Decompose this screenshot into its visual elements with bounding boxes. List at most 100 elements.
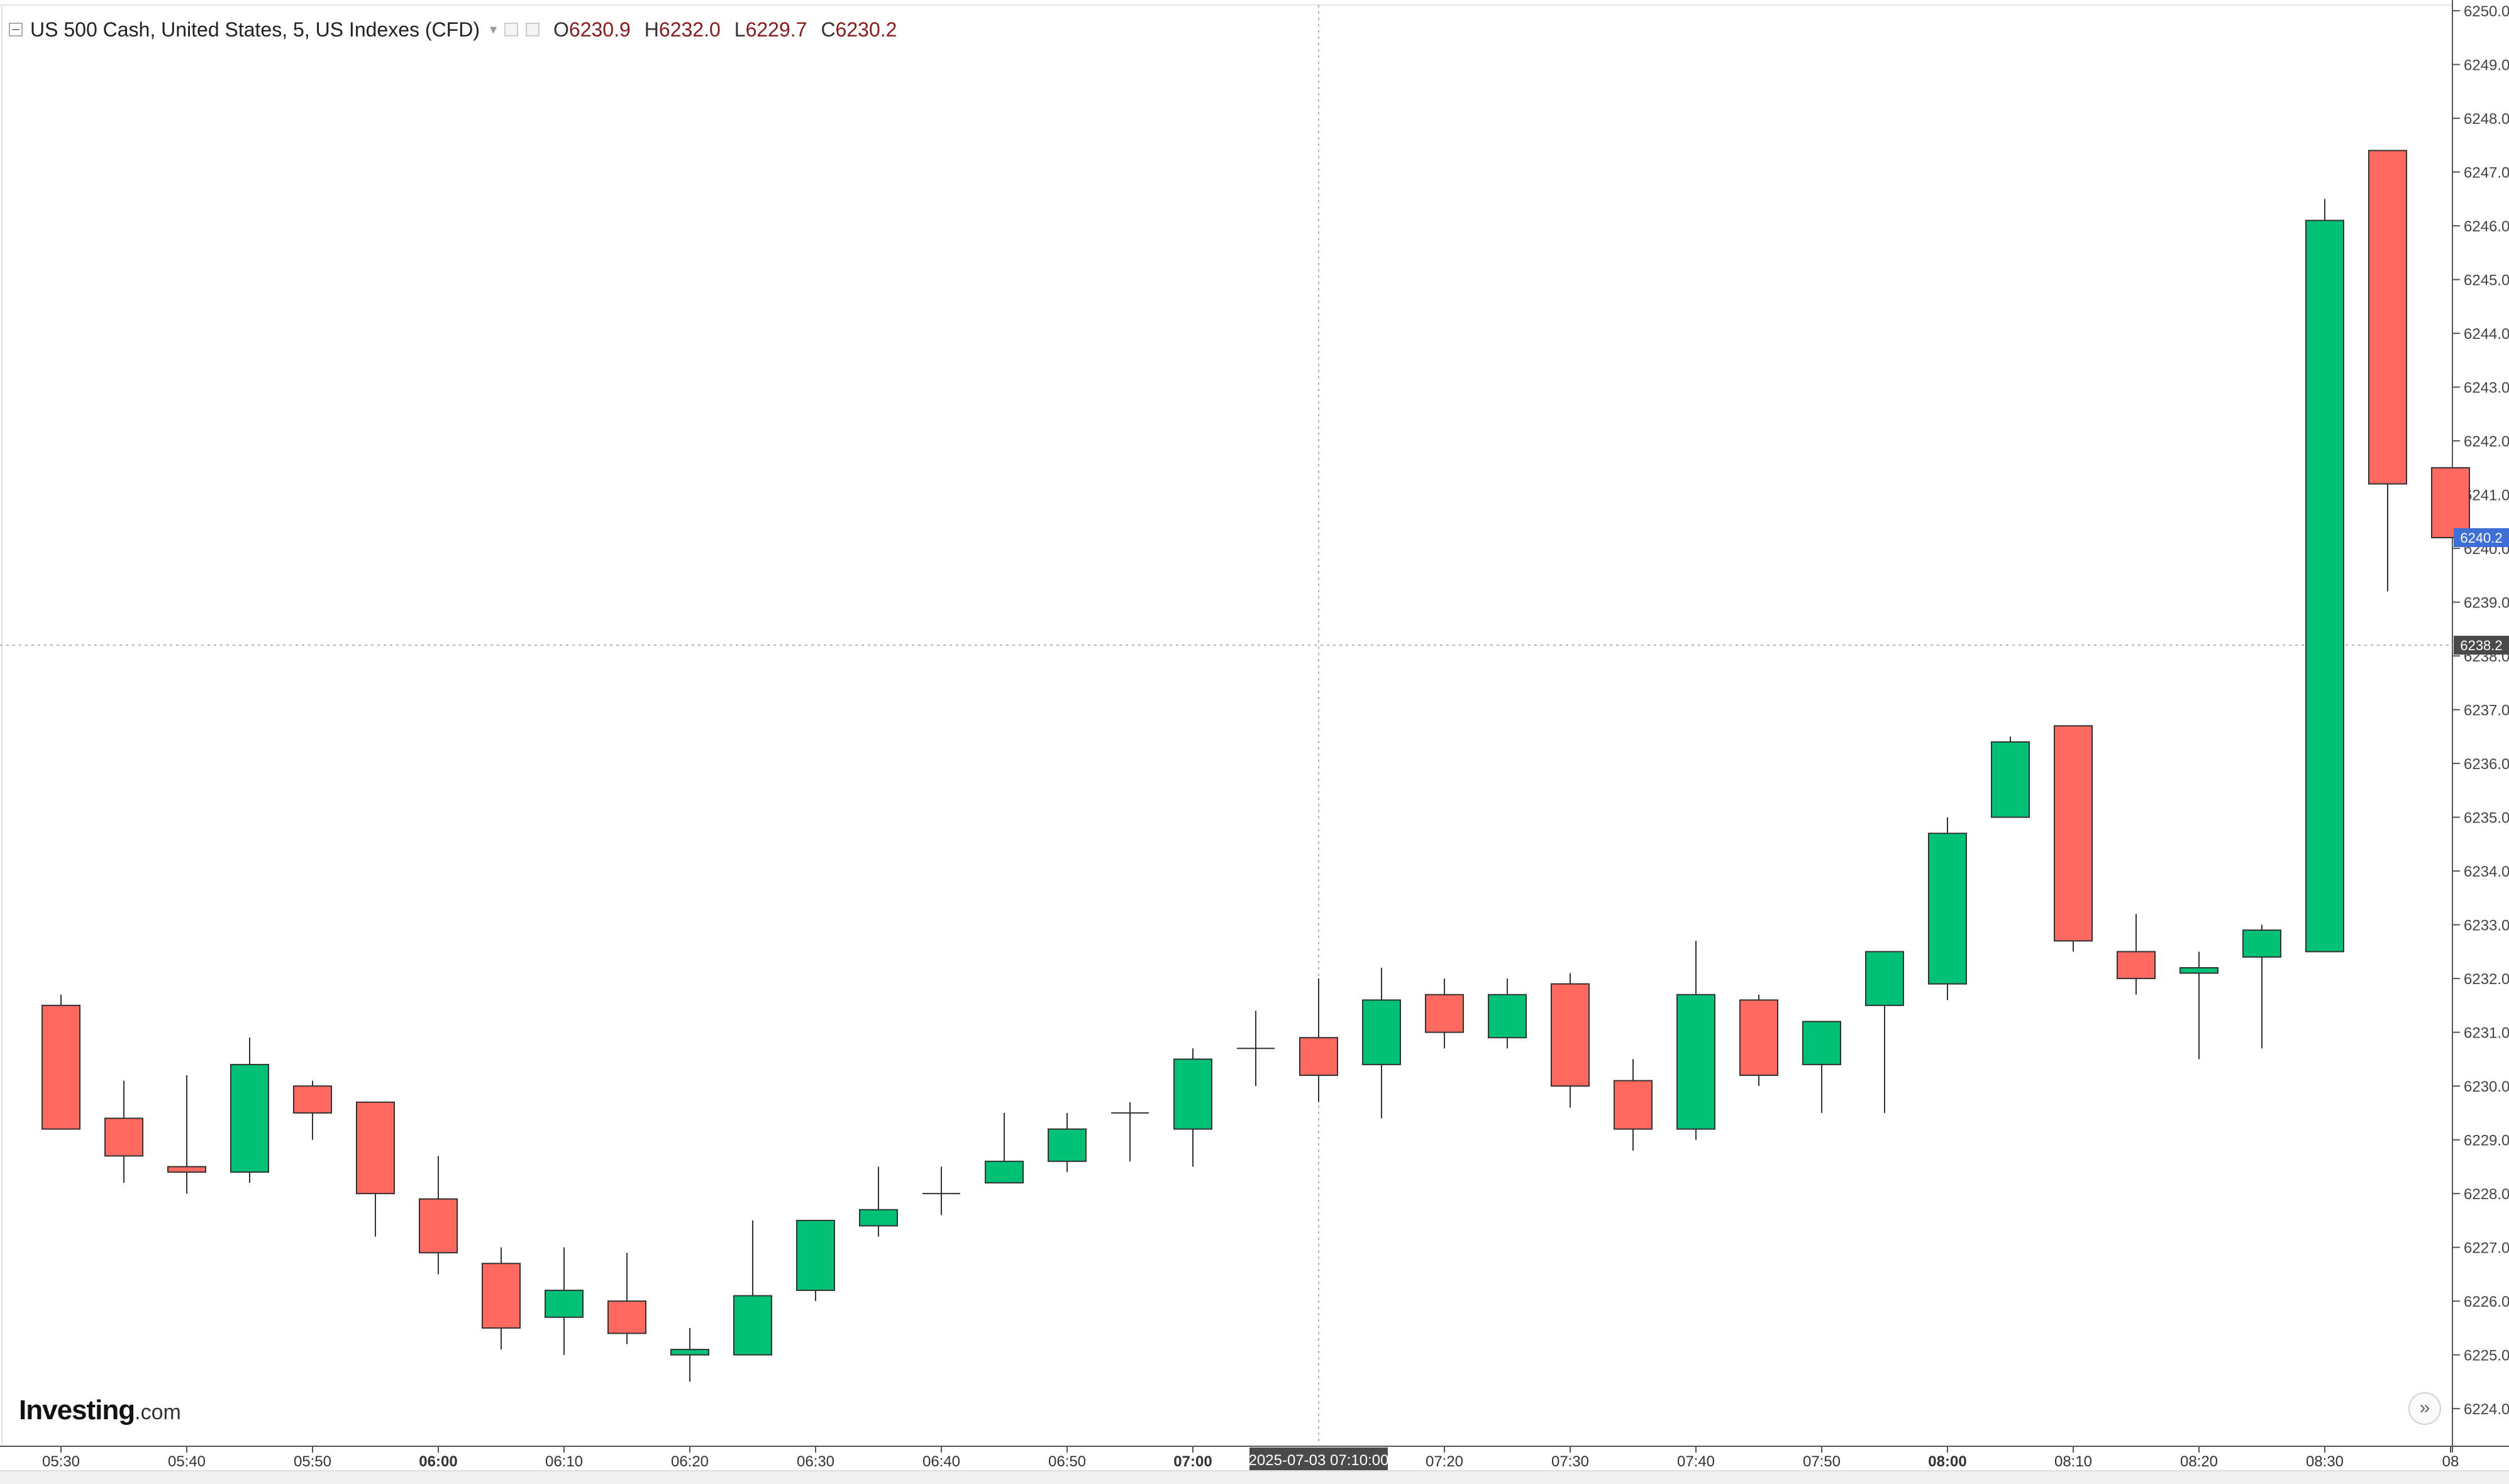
price-tick-label: 6237.0 [2464, 702, 2509, 719]
candle[interactable] [733, 1220, 772, 1356]
candle[interactable] [1551, 973, 1590, 1108]
price-tick-label: 6235.0 [2464, 810, 2509, 827]
bottom-toolbar [0, 1470, 2509, 1484]
candle[interactable] [545, 1247, 584, 1355]
candle-body [1614, 1080, 1653, 1130]
symbol-title[interactable]: US 500 Cash, United States, 5, US Indexe… [30, 18, 480, 41]
price-tick-label: 6247.0 [2464, 165, 2509, 182]
candle[interactable] [293, 1080, 332, 1140]
candle-body [1425, 994, 1464, 1033]
candle-body [670, 1349, 709, 1356]
candle[interactable] [482, 1247, 521, 1350]
high-label: H [644, 18, 659, 41]
candle[interactable] [1676, 941, 1715, 1140]
price-tick-label: 6232.0 [2464, 971, 2509, 988]
candle[interactable] [419, 1156, 458, 1275]
candle[interactable] [2179, 951, 2218, 1060]
time-axis[interactable]: 05:30 05:40 05:50 06:00 06:10 06:20 06:30 06:40… [0, 1446, 2509, 1470]
candle[interactable] [1928, 817, 1967, 1000]
candle[interactable] [2242, 924, 2281, 1049]
time-tick-label: 07:30 [1551, 1453, 1589, 1470]
price-tick-label: 6227.0 [2464, 1240, 2509, 1257]
candle-body [1739, 999, 1778, 1077]
crosshair-time-text: 2025-07-03 07:10:00 [1249, 1452, 1389, 1469]
candle-body [607, 1300, 646, 1334]
candle[interactable] [922, 1166, 960, 1215]
open-value: 6230.9 [568, 18, 631, 41]
candle[interactable] [1739, 994, 1778, 1087]
candle[interactable] [1173, 1048, 1212, 1167]
logo-brand: Investing [19, 1395, 135, 1426]
candle-body [2117, 951, 2156, 980]
candle[interactable] [1802, 1021, 1841, 1113]
candle[interactable] [356, 1101, 395, 1237]
time-tick-label: 08:00 [1928, 1453, 1966, 1470]
candle[interactable] [1237, 1011, 1275, 1087]
logo-suffix: .com [135, 1400, 181, 1424]
time-tick-label: 08:20 [2180, 1453, 2218, 1470]
candle-body [859, 1209, 898, 1227]
candle-body [293, 1085, 332, 1114]
crosshair-price-label: 6238.2 [2454, 636, 2509, 655]
time-tick-label: 05:50 [294, 1453, 331, 1470]
candle[interactable] [670, 1327, 709, 1382]
candle[interactable] [2117, 914, 2156, 995]
time-tick-label: 06:00 [419, 1453, 457, 1470]
candle[interactable] [1614, 1059, 1653, 1151]
close-value: 6230.2 [835, 18, 897, 41]
candles [42, 150, 2470, 1382]
price-tick-label: 6244.0 [2464, 326, 2509, 343]
crosshair-time-bg [1249, 1448, 1388, 1470]
candle[interactable] [1048, 1112, 1087, 1172]
open-label: O [553, 18, 569, 41]
candle-body [1676, 994, 1715, 1130]
price-tick-label: 6243.0 [2464, 380, 2509, 397]
candle-body [1928, 833, 1967, 985]
candle-body [1488, 994, 1527, 1039]
price-tick-label: 6242.0 [2464, 433, 2509, 450]
chart-header: US 500 Cash, United States, 5, US Indexe… [9, 14, 897, 45]
candle[interactable] [1865, 951, 1904, 1113]
scroll-to-latest-button[interactable]: » [2408, 1392, 2441, 1425]
close-label: C [821, 18, 836, 41]
candle[interactable] [1488, 978, 1527, 1049]
candle[interactable] [230, 1038, 269, 1183]
settings-icon[interactable] [504, 23, 519, 36]
candle[interactable] [859, 1166, 898, 1237]
price-tick-label: 6241.0 [2464, 487, 2509, 504]
candle[interactable] [167, 1075, 206, 1194]
candle-body [1991, 741, 2030, 818]
candle[interactable] [796, 1219, 835, 1302]
candle-body [167, 1166, 206, 1173]
candle[interactable] [1425, 978, 1464, 1049]
candle[interactable] [2431, 467, 2470, 539]
candle[interactable] [1362, 968, 1401, 1119]
candle-body [2305, 219, 2344, 953]
chevron-down-icon[interactable]: ▾ [489, 21, 497, 37]
candle[interactable] [985, 1112, 1024, 1184]
time-tick-label: 06:40 [922, 1453, 960, 1470]
candle[interactable] [42, 994, 80, 1130]
candle[interactable] [104, 1080, 143, 1183]
candle-body [1551, 983, 1590, 1087]
collapse-icon[interactable] [9, 23, 23, 36]
candle[interactable] [1299, 978, 1338, 1102]
candle-body [733, 1295, 772, 1356]
time-tick-label: 08:10 [2054, 1453, 2092, 1470]
candle-body [1299, 1037, 1338, 1077]
time-tick-label: 08:30 [2306, 1453, 2344, 1470]
candle[interactable] [1111, 1102, 1149, 1161]
candle[interactable] [2368, 150, 2407, 592]
candle[interactable] [2054, 725, 2093, 952]
price-tick-label: 6226.0 [2464, 1293, 2509, 1310]
price-tick-label: 6231.0 [2464, 1025, 2509, 1042]
candle-body [2179, 967, 2218, 974]
candle[interactable] [607, 1253, 646, 1344]
candle[interactable] [2305, 199, 2344, 953]
candle[interactable] [1991, 736, 2030, 818]
candle-body [1362, 999, 1401, 1065]
time-tick-label: 06:20 [671, 1453, 709, 1470]
close-icon[interactable] [526, 23, 540, 36]
